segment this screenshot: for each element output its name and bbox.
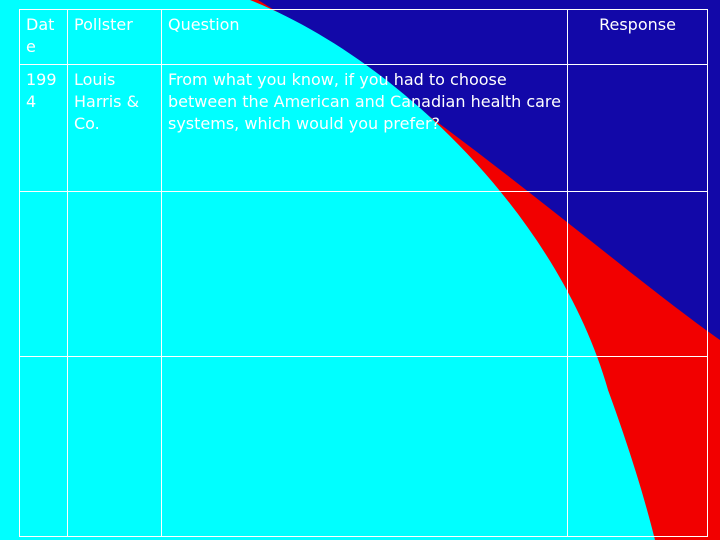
cell-question: [161, 191, 568, 357]
header-pollster: Pollster: [67, 9, 162, 65]
poll-table: Date Pollster Question Response 1994 Lou…: [19, 9, 708, 537]
cell-date: 1994: [19, 64, 68, 192]
table-header-row: Date Pollster Question Response: [19, 9, 708, 65]
cell-question: From what you know, if you had to choose…: [161, 64, 568, 192]
cell-date: [19, 191, 68, 357]
table-row: [19, 191, 708, 357]
cell-response: [567, 191, 708, 357]
cell-pollster: [67, 356, 162, 537]
cell-date: [19, 356, 68, 537]
table-row: [19, 356, 708, 537]
cell-pollster: [67, 191, 162, 357]
cell-response: [567, 356, 708, 537]
cell-pollster: Louis Harris & Co.: [67, 64, 162, 192]
cell-response: [567, 64, 708, 192]
cell-question: [161, 356, 568, 537]
header-response: Response: [567, 9, 708, 65]
table-row: 1994 Louis Harris & Co. From what you kn…: [19, 64, 708, 192]
header-date: Date: [19, 9, 68, 65]
header-question: Question: [161, 9, 568, 65]
